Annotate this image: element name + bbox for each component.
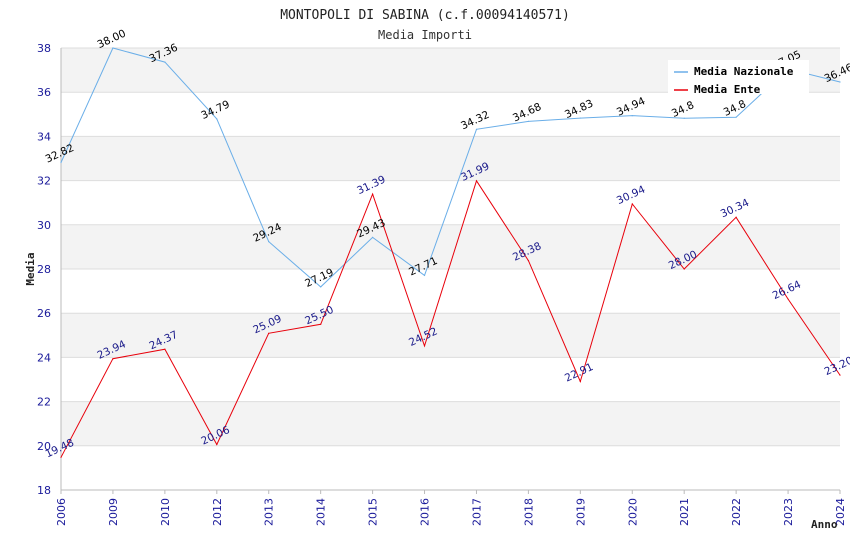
data-point	[527, 260, 530, 262]
legend: Media Nazionale Media Ente	[668, 60, 809, 96]
x-tick-label: 2006	[55, 498, 68, 526]
plot-band	[61, 313, 840, 358]
y-tick-labels: 18 20 22 24 26 28 30 32 34 36 38	[37, 42, 51, 497]
data-point	[787, 298, 789, 300]
x-tick-label: 2023	[782, 498, 795, 526]
plot-bands	[61, 48, 840, 490]
series-group	[60, 47, 841, 458]
legend-label-nazionale: Media Nazionale	[694, 65, 794, 78]
data-point	[320, 323, 322, 325]
data-point	[320, 286, 322, 288]
y-tick-label: 38	[37, 42, 51, 55]
data-point	[164, 61, 166, 63]
x-tick-label: 2015	[367, 498, 380, 526]
plot-band	[61, 224, 840, 269]
data-point	[60, 456, 62, 458]
data-point	[839, 81, 841, 83]
data-point	[579, 117, 581, 119]
y-tick-label: 28	[37, 263, 51, 276]
x-tick-label: 2010	[159, 498, 172, 526]
data-point	[112, 358, 114, 360]
data-point	[839, 374, 841, 376]
data-point	[475, 128, 478, 130]
x-tick-label: 2021	[678, 498, 691, 526]
data-point	[579, 380, 581, 383]
data-point	[631, 203, 633, 205]
legend-box	[668, 60, 809, 94]
data-point	[423, 274, 426, 277]
x-tick-label: 2016	[419, 498, 432, 526]
legend-label-ente: Media Ente	[694, 83, 761, 96]
data-point	[735, 216, 737, 218]
data-point	[268, 332, 270, 334]
x-tick-label: 2009	[107, 498, 120, 526]
y-tick-label: 22	[37, 396, 51, 409]
x-tick-label: 2022	[730, 498, 743, 526]
x-tick-label: 2020	[626, 498, 639, 526]
x-tick-labels: 2006 2009 2010 2012 2013 2014 2015 2016 2017 2018…	[55, 490, 847, 526]
data-point	[164, 348, 166, 350]
y-axis-label: Media	[24, 252, 37, 285]
data-point	[631, 115, 633, 117]
y-tick-label: 26	[37, 307, 51, 320]
plot-band	[61, 269, 840, 314]
data-point	[423, 345, 426, 347]
data-point	[475, 180, 478, 182]
plot-band	[61, 445, 840, 490]
data-point	[216, 443, 218, 446]
y-tick-label: 36	[37, 86, 51, 99]
plot-band	[61, 357, 840, 402]
plot-band	[61, 401, 840, 446]
x-tick-label: 2017	[470, 498, 483, 526]
data-point	[735, 116, 737, 118]
y-tick-label: 18	[37, 484, 51, 497]
series-line-nazionale	[60, 47, 841, 288]
x-axis-label: Anno	[811, 518, 838, 531]
y-tick-label: 24	[37, 351, 51, 364]
data-point	[372, 236, 374, 238]
data-point	[268, 240, 270, 243]
data-point	[683, 117, 685, 119]
chart-title: MONTOPOLI DI SABINA (c.f.00094140571)	[280, 8, 570, 23]
y-tick-label: 20	[37, 440, 51, 453]
x-tick-label: 2024	[834, 498, 847, 526]
y-tick-label: 30	[37, 219, 51, 232]
plot-band	[61, 136, 840, 181]
plot-band	[61, 92, 840, 137]
x-tick-label: 2013	[263, 498, 276, 526]
y-tick-label: 34	[37, 130, 51, 143]
series-line-ente	[60, 179, 841, 458]
data-point	[683, 268, 685, 270]
x-tick-label: 2018	[522, 498, 535, 526]
x-tick-label: 2012	[211, 498, 224, 526]
y-tick-label: 32	[37, 175, 51, 188]
data-point	[527, 120, 530, 122]
data-point	[216, 118, 218, 120]
data-point	[60, 161, 62, 164]
x-tick-label: 2019	[574, 498, 587, 526]
chart-subtitle: Media Importi	[378, 28, 472, 42]
data-point	[372, 193, 374, 195]
data-point	[112, 47, 114, 49]
x-tick-label: 2014	[315, 498, 328, 526]
